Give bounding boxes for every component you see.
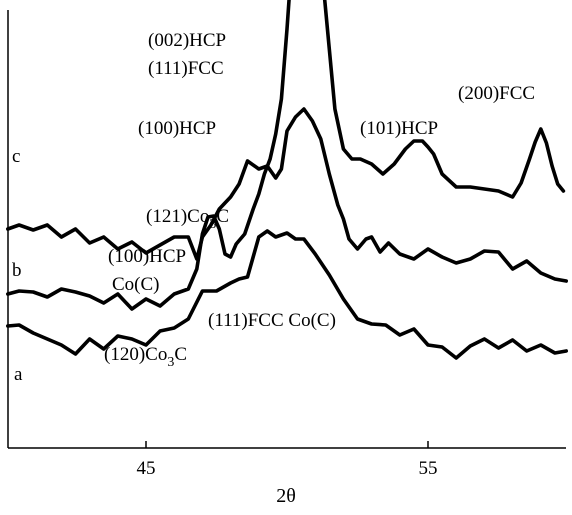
x-tick-label-55: 55 — [419, 458, 438, 479]
peak-label-120-co3c: (120)Co3C — [104, 344, 187, 370]
peak-label-121-co3c: (121)Co3C — [146, 206, 229, 232]
peak-label-111-fcc-co-c: (111)FCC Co(C) — [208, 310, 336, 331]
series-layer — [6, 0, 568, 360]
peak-label-101-hcp: (101)HCP — [360, 118, 438, 139]
peak-label-100-hcp-c: (100)HCP — [138, 118, 216, 139]
series-line-c — [6, 0, 566, 311]
series-label-c: c — [12, 146, 20, 167]
series-label-a: a — [14, 364, 23, 385]
series-label-b: b — [12, 260, 22, 281]
peak-label-100-hcp-b: (100)HCP — [108, 246, 186, 267]
peak-label-co-c-b: Co(C) — [112, 274, 160, 295]
annotation-layer: c b a (002)HCP (111)FCC (100)HCP (101)HC… — [12, 30, 535, 385]
peak-label-002-hcp: (002)HCP — [148, 30, 226, 51]
tick-layer: 45 55 — [137, 441, 438, 479]
series-line-b — [6, 107, 568, 283]
peak-label-200-fcc: (200)FCC — [458, 83, 535, 104]
x-axis-label: 2θ — [276, 485, 296, 507]
series-line-a — [6, 229, 568, 360]
x-tick-label-45: 45 — [137, 458, 156, 479]
plot-frame — [7, 10, 566, 449]
peak-label-111-fcc-c: (111)FCC — [148, 58, 224, 79]
